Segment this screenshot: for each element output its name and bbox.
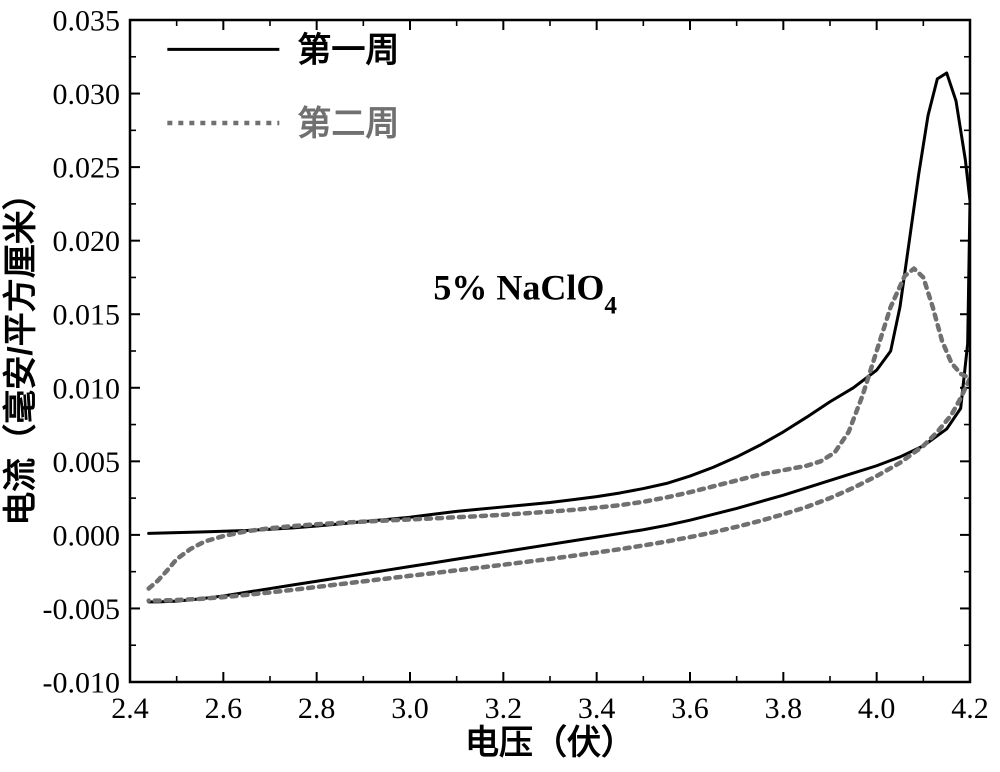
y-tick-label: -0.005 <box>43 593 121 626</box>
y-tick-label: 0.010 <box>53 372 121 405</box>
y-tick-label: 0.035 <box>53 5 121 38</box>
x-tick-label: 2.8 <box>298 692 336 725</box>
chart-svg: 2.42.62.83.03.23.43.63.84.04.2-0.010-0.0… <box>0 0 1000 772</box>
y-tick-label: 0.005 <box>53 446 121 479</box>
y-tick-label: -0.010 <box>43 667 121 700</box>
x-axis-label: 电压（伏） <box>465 723 635 762</box>
x-tick-label: 4.2 <box>951 692 989 725</box>
legend-label: 第二周 <box>297 105 399 143</box>
x-tick-label: 3.8 <box>765 692 803 725</box>
x-tick-label: 2.6 <box>205 692 243 725</box>
x-tick-label: 3.6 <box>671 692 709 725</box>
y-tick-label: 0.025 <box>53 152 121 185</box>
x-tick-label: 3.0 <box>391 692 429 725</box>
y-tick-label: 0.000 <box>53 519 121 552</box>
x-tick-label: 3.4 <box>578 692 616 725</box>
x-tick-label: 3.2 <box>485 692 523 725</box>
y-tick-label: 0.030 <box>53 78 121 111</box>
cv-chart: 2.42.62.83.03.23.43.63.84.04.2-0.010-0.0… <box>0 0 1000 772</box>
y-tick-label: 0.015 <box>53 299 121 332</box>
y-axis-label: 电流（毫安/平方厘米） <box>1 176 40 525</box>
y-tick-label: 0.020 <box>53 225 121 258</box>
legend-label: 第一周 <box>297 31 399 69</box>
x-tick-label: 4.0 <box>858 692 896 725</box>
